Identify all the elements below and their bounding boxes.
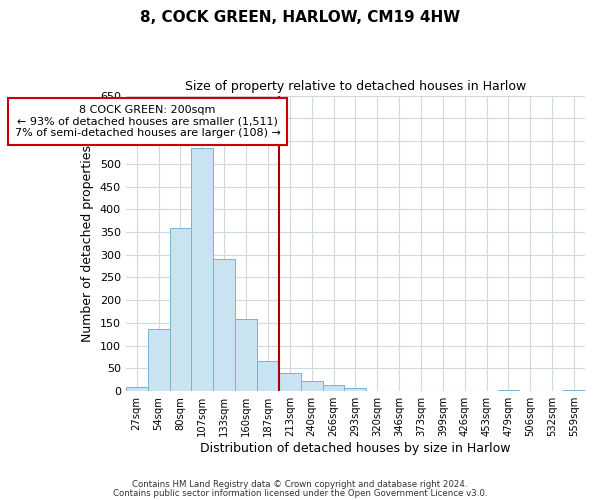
Bar — [191, 148, 213, 391]
Bar — [323, 385, 344, 391]
Text: Contains HM Land Registry data © Crown copyright and database right 2024.: Contains HM Land Registry data © Crown c… — [132, 480, 468, 489]
Text: 8 COCK GREEN: 200sqm
← 93% of detached houses are smaller (1,511)
7% of semi-det: 8 COCK GREEN: 200sqm ← 93% of detached h… — [15, 104, 281, 138]
Text: Contains public sector information licensed under the Open Government Licence v3: Contains public sector information licen… — [113, 490, 487, 498]
Bar — [497, 390, 520, 391]
Text: 8, COCK GREEN, HARLOW, CM19 4HW: 8, COCK GREEN, HARLOW, CM19 4HW — [140, 10, 460, 25]
Bar — [213, 259, 235, 391]
Bar — [257, 360, 279, 391]
Y-axis label: Number of detached properties: Number of detached properties — [81, 145, 94, 342]
Bar — [126, 386, 148, 391]
Bar — [301, 381, 323, 391]
Bar — [344, 388, 367, 391]
Bar — [170, 228, 191, 391]
Title: Size of property relative to detached houses in Harlow: Size of property relative to detached ho… — [185, 80, 526, 93]
Bar — [279, 373, 301, 391]
Bar — [563, 390, 585, 391]
Bar — [235, 320, 257, 391]
Bar — [148, 329, 170, 391]
X-axis label: Distribution of detached houses by size in Harlow: Distribution of detached houses by size … — [200, 442, 511, 455]
